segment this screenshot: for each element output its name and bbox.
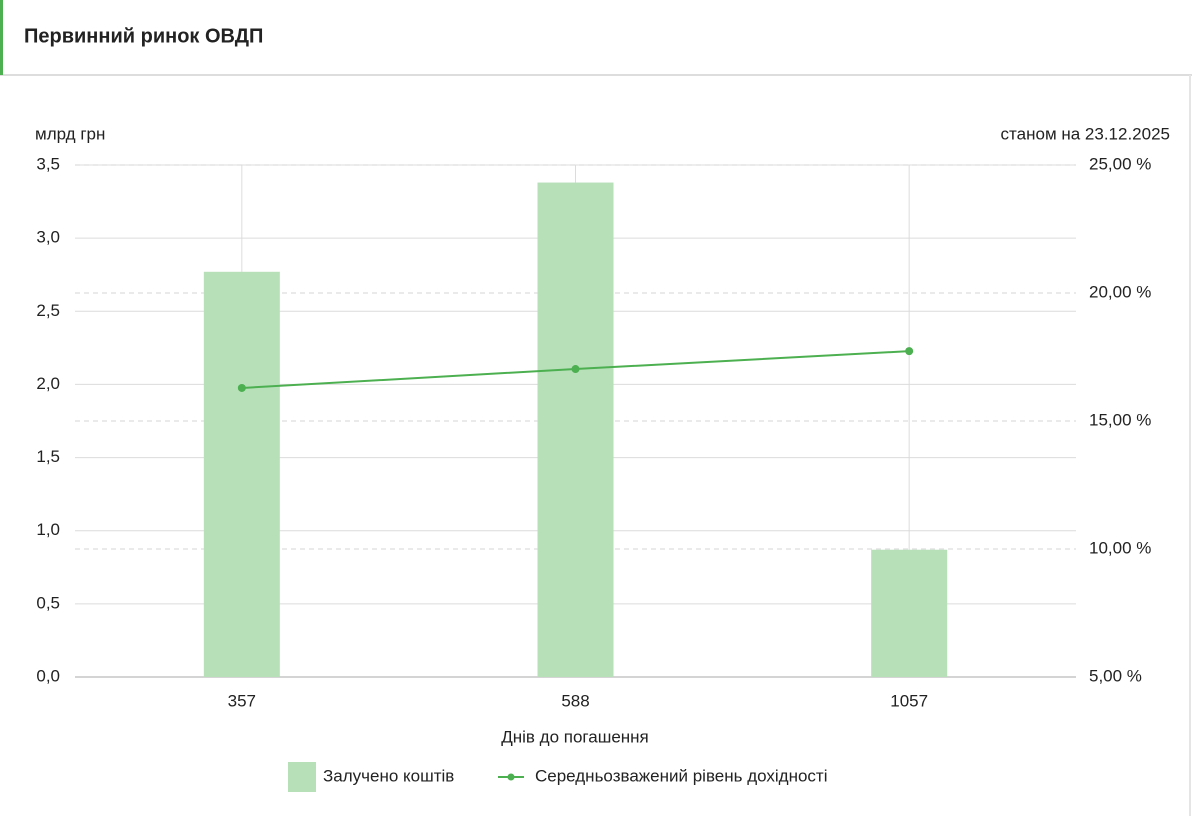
y2-tick-label: 10,00 % <box>1089 538 1151 557</box>
y2-tick-label: 15,00 % <box>1089 410 1151 429</box>
x-tick-label: 357 <box>228 691 256 710</box>
y2-tick-label: 20,00 % <box>1089 282 1151 301</box>
y-tick-label: 0,5 <box>36 593 60 612</box>
y-axis-unit: млрд грн <box>35 124 105 143</box>
line-point <box>905 347 914 356</box>
header <box>0 0 1192 75</box>
x-tick-label: 588 <box>561 691 589 710</box>
y-tick-label: 0,0 <box>36 666 60 685</box>
chart-title: Первинний ринок ОВДП <box>24 25 263 47</box>
y-tick-label: 3,0 <box>36 228 60 247</box>
x-axis-label: Днів до погашення <box>501 727 649 746</box>
legend-label: Залучено коштів <box>323 766 454 785</box>
legend-label: Середньозважений рівень дохідності <box>535 766 828 785</box>
legend-swatch-dot <box>507 773 515 781</box>
y2-tick-label: 5,00 % <box>1089 666 1142 685</box>
annotation: станом на 23.12.2025 <box>1001 124 1170 143</box>
y-tick-label: 2,0 <box>36 374 60 393</box>
legend-swatch <box>288 762 316 792</box>
bar <box>203 271 280 677</box>
x-tick-label: 1057 <box>890 691 928 710</box>
y-tick-label: 3,5 <box>36 154 60 173</box>
y-tick-label: 2,5 <box>36 301 60 320</box>
bar <box>537 182 614 677</box>
y2-tick-label: 25,00 % <box>1089 154 1151 173</box>
line-point <box>237 383 246 392</box>
bar <box>871 549 948 677</box>
y-tick-label: 1,0 <box>36 520 60 539</box>
y-tick-label: 1,5 <box>36 447 60 466</box>
line-point <box>571 365 580 374</box>
